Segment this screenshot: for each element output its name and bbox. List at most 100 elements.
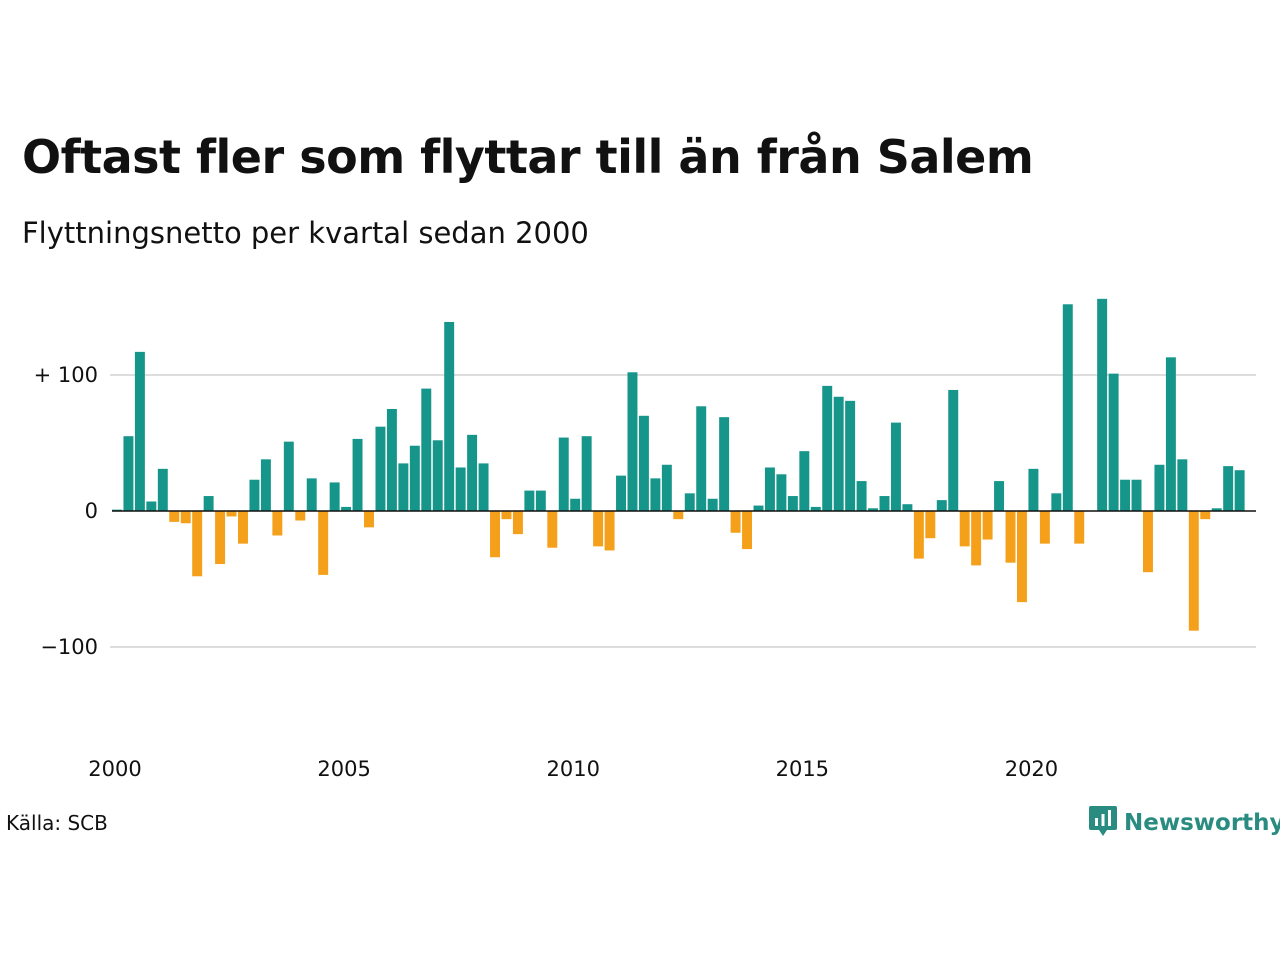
bar [490,511,500,558]
brand-name: Newsworthy [1124,810,1280,836]
x-tick-label: 2010 [546,757,599,781]
bar [558,437,569,511]
bar [180,511,191,524]
chart-subtitle: Flyttningsnetto per kvartal sedan 2000 [22,216,589,250]
bar [593,511,604,547]
bar [1005,511,1016,563]
bar [272,511,283,536]
bar [971,511,982,566]
bar [192,511,203,577]
bar [215,511,226,565]
bar [1051,493,1062,511]
bar [1039,511,1050,544]
bar [707,498,718,511]
bar [1131,479,1142,511]
bars [112,298,1245,631]
bar [455,467,466,511]
bar [684,493,695,511]
bar [409,445,420,511]
bar [524,490,535,511]
bar [661,464,672,511]
bar [547,511,558,548]
x-axis-ticks: 2000 2005 2010 2015 2020 [88,757,1058,781]
bar [1223,466,1234,511]
source-note: Källa: SCB [6,811,108,835]
bar [890,422,901,511]
bar [398,463,409,511]
bar [845,400,856,511]
bar [776,474,787,511]
bar [535,490,546,511]
bar [1062,304,1073,511]
bar [318,511,329,575]
bar [375,426,386,511]
bar [673,511,684,520]
bar [1200,511,1211,520]
x-tick-label: 2000 [88,757,141,781]
bar [364,511,374,528]
bar [146,501,157,511]
bar [1108,373,1119,511]
bar [764,467,775,511]
bar [650,478,661,511]
bar [581,436,592,511]
bar [157,468,168,511]
bar [444,321,455,511]
bar [638,415,649,511]
bar [1154,464,1165,511]
bar [238,511,248,544]
bar [616,475,626,511]
x-tick-label: 2015 [776,757,829,781]
chart-title: Oftast fler som flyttar till än från Sal… [22,130,1034,184]
newsworthy-logo-icon [1088,804,1118,842]
brand-logo[interactable]: Newsworthy [1088,804,1280,842]
bar [753,505,764,511]
bar [925,511,936,539]
bar [1177,459,1188,511]
bar [1028,468,1039,511]
x-tick-label: 2005 [317,757,370,781]
bar [421,388,432,511]
bar [169,511,180,522]
bar [959,511,970,547]
bar [1016,511,1027,603]
bar [501,511,512,520]
bar [856,481,867,511]
bar [329,482,340,511]
bar [1165,357,1176,511]
bar [512,511,523,535]
bar [948,389,959,511]
x-tick-label: 2020 [1005,757,1058,781]
bar [879,496,890,511]
bar [822,385,833,511]
bar [295,511,306,521]
bar [1120,479,1131,511]
y-tick-label: 0 [85,499,98,523]
bar [1211,508,1222,511]
bar [283,441,294,511]
y-axis-ticks: + 100 0 −100 [34,363,98,659]
y-tick-label: + 100 [34,363,98,387]
bar [226,511,237,517]
bar [833,396,844,511]
bar [478,463,489,511]
bar [1188,511,1199,631]
bar [604,511,615,551]
y-tick-label: −100 [40,635,98,659]
bar [902,504,913,511]
bar [467,434,478,511]
bar [306,478,317,511]
bar [1234,470,1245,511]
bar [1097,298,1108,511]
bar [719,417,730,511]
bar [982,511,993,540]
bar [432,440,443,511]
bar [386,409,397,511]
bar [260,459,271,511]
bar [570,498,581,511]
bar [742,511,753,550]
bar [936,500,947,511]
bar [730,511,741,533]
bar [1074,511,1085,544]
bar [627,372,638,511]
